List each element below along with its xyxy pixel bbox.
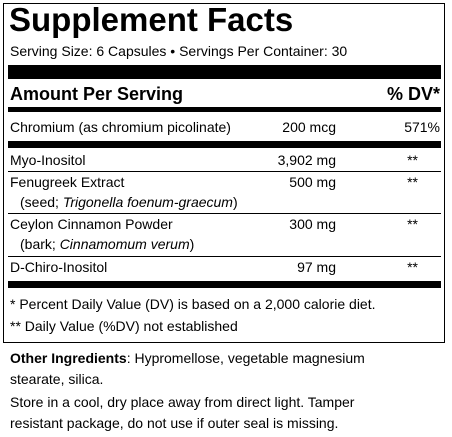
row-dv: 571% <box>404 119 440 135</box>
row-amount: 200 mcg <box>282 119 336 135</box>
amount-header: Amount Per Serving <box>10 84 184 104</box>
source-suffix: ) <box>189 236 195 252</box>
row-dv: ** <box>407 216 418 232</box>
facts-box <box>3 3 445 343</box>
other-ingredients-label: Other Ingredients <box>10 350 127 366</box>
other-ingredients-text: : Hypromellose, vegetable magnesium <box>126 350 365 366</box>
row-rule <box>8 213 441 214</box>
row-amount: 3,902 mg <box>277 152 336 168</box>
source-prefix: (seed; <box>20 194 63 210</box>
row-name: Fenugreek Extract <box>10 174 125 190</box>
row-amount: 500 mg <box>289 174 336 190</box>
thick-bar <box>8 65 441 79</box>
row-dv: ** <box>407 174 418 190</box>
source-latin: Trigonella foenum-graecum <box>62 194 233 210</box>
other-ingredients: stearate, silica. <box>10 371 104 387</box>
row-source: (seed; Trigonella foenum-graecum) <box>20 193 238 211</box>
source-latin: Cinnamomum verum <box>59 236 190 252</box>
row-amount: 97 mg <box>297 259 336 275</box>
other-ingredients: Other Ingredients: Hypromellose, vegetab… <box>10 349 365 367</box>
storage-note: resistant package, do not use if outer s… <box>10 415 339 431</box>
title: Supplement Facts <box>9 1 294 38</box>
source-prefix: (bark; <box>20 236 60 252</box>
row-dv: ** <box>407 152 418 168</box>
storage-note: Store in a cool, dry place away from dir… <box>10 394 355 410</box>
source-suffix: ) <box>232 194 238 210</box>
row-name: Chromium (as chromium picolinate) <box>10 119 231 135</box>
thick-bar <box>8 141 441 148</box>
medium-bar <box>8 107 441 112</box>
row-name: Myo-Inositol <box>10 152 86 168</box>
row-name: D-Chiro-Inositol <box>10 259 108 275</box>
row-source: (bark; Cinnamomum verum) <box>20 235 194 253</box>
row-amount: 300 mg <box>289 216 336 232</box>
dv-header: % DV* <box>386 84 440 104</box>
footnote: * Percent Daily Value (DV) is based on a… <box>10 296 376 312</box>
serving-info: Serving Size: 6 Capsules • Servings Per … <box>10 43 348 59</box>
row-name: Ceylon Cinnamon Powder <box>10 216 173 232</box>
footnote: ** Daily Value (%DV) not established <box>10 318 238 334</box>
thick-bar <box>8 281 441 288</box>
row-dv: ** <box>407 259 418 275</box>
row-rule <box>8 171 441 172</box>
row-rule <box>8 256 441 257</box>
